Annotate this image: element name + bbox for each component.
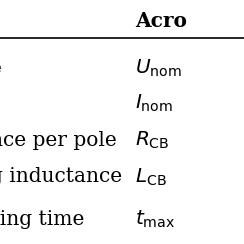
- Text: Acro: Acro: [135, 11, 187, 31]
- Text: nce per pole: nce per pole: [0, 131, 117, 150]
- Text: g inductance: g inductance: [0, 167, 122, 186]
- Text: $\mathit{R}_{\mathrm{CB}}$: $\mathit{R}_{\mathrm{CB}}$: [135, 130, 170, 151]
- Text: $\mathit{t}_{\mathrm{max}}$: $\mathit{t}_{\mathrm{max}}$: [135, 209, 175, 230]
- Text: e: e: [0, 59, 2, 78]
- Text: $\mathit{L}_{\mathrm{CB}}$: $\mathit{L}_{\mathrm{CB}}$: [135, 166, 167, 188]
- Text: $\mathit{I}_{\mathrm{nom}}$: $\mathit{I}_{\mathrm{nom}}$: [135, 93, 173, 114]
- Text: ring time: ring time: [0, 210, 85, 229]
- Text: $\mathit{U}_{\mathrm{nom}}$: $\mathit{U}_{\mathrm{nom}}$: [135, 58, 182, 79]
